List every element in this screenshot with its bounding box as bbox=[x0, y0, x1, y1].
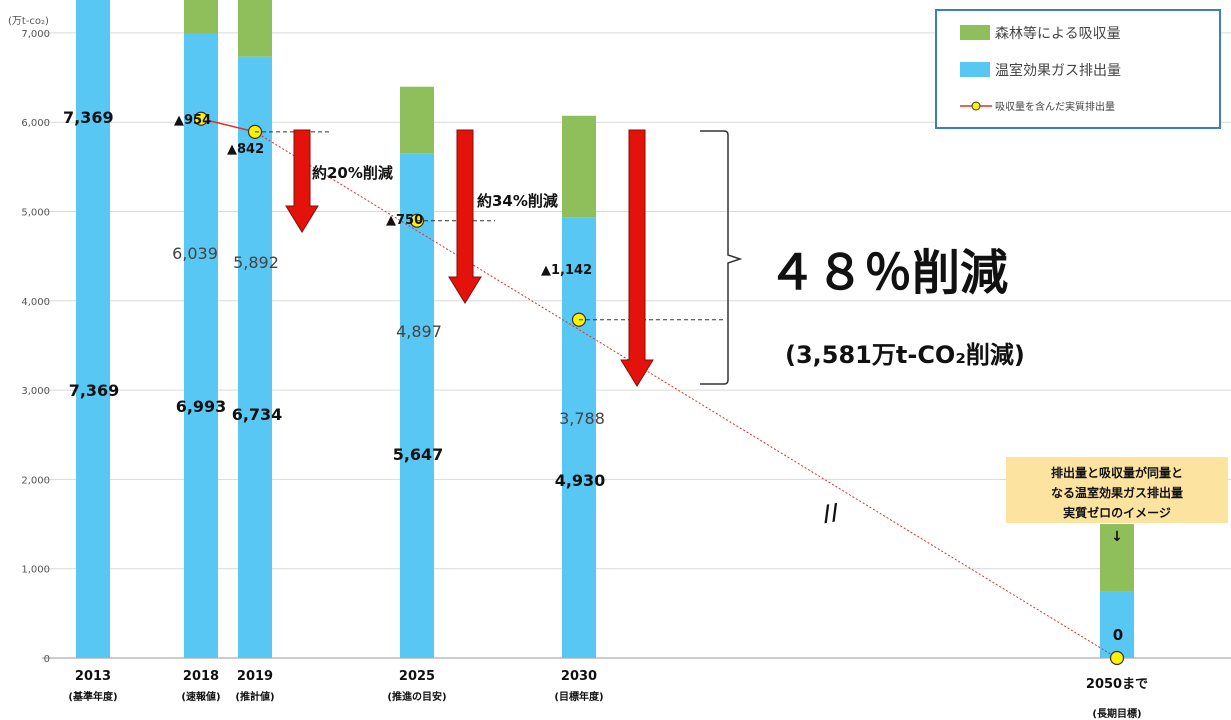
net-line-segment bbox=[200, 117, 256, 133]
x-sub-label: (目標年度) bbox=[554, 690, 603, 703]
absorption-value-label: ▲1,142 bbox=[541, 263, 592, 278]
emission-bar bbox=[562, 217, 596, 658]
emission-value-label: 6,993 bbox=[176, 397, 227, 416]
legend-label-net: 吸収量を含んだ実質排出量 bbox=[995, 100, 1115, 113]
emission-bar bbox=[76, 0, 110, 658]
x-sub-label: (長期目標) bbox=[1092, 707, 1141, 720]
x-year-label: 2025 bbox=[399, 669, 435, 684]
bars bbox=[76, 0, 1134, 659]
y-tick-label: 2,000 bbox=[21, 475, 50, 486]
x-year-label: 2013 bbox=[75, 669, 111, 684]
callout-text: 実質ゼロのイメージ bbox=[1063, 505, 1171, 520]
emission-value-label: 7,369 bbox=[69, 381, 120, 400]
absorption-bar bbox=[184, 0, 218, 34]
emission-bar bbox=[184, 33, 218, 659]
x-year-label: 2019 bbox=[237, 669, 273, 684]
emission-value-label: 6,734 bbox=[232, 405, 283, 424]
x-sub-label: (推進の目安) bbox=[387, 690, 446, 703]
reduction-arrow-34 bbox=[448, 129, 482, 304]
axis-break-mark: // bbox=[821, 500, 842, 528]
callout-text: なる温室効果ガス排出量 bbox=[1051, 485, 1183, 500]
y-tick-label: 0 bbox=[44, 654, 50, 665]
reduction-amount-label: (3,581万t-CO₂削減) bbox=[785, 341, 1025, 369]
absorption-bar bbox=[400, 86, 434, 154]
x-sub-label: (速報値) bbox=[181, 690, 220, 703]
absorption-bar bbox=[238, 0, 272, 57]
callout-box bbox=[1006, 457, 1228, 523]
data-labels: 7,369 6,993 6,734 5,647 4,930 0 7,369 ▲954 ▲842 ▲… bbox=[63, 108, 1123, 644]
y-tick-label: 4,000 bbox=[21, 297, 50, 308]
legend-swatch-emission bbox=[960, 62, 990, 77]
y-tick-label: 6,000 bbox=[21, 118, 50, 129]
callout-arrow: ↓ bbox=[1111, 529, 1123, 545]
x-year-label: 2050まで bbox=[1086, 677, 1148, 692]
absorption-bar bbox=[1100, 524, 1134, 592]
net-point bbox=[1109, 650, 1125, 666]
absorption-value-label: ▲750 bbox=[386, 213, 423, 228]
y-axis-unit: (万t-co₂) bbox=[8, 16, 49, 27]
y-tick-labels: 01,0002,0003,0004,0005,0006,0007,0008,00… bbox=[21, 29, 50, 665]
reduction-20-label: 約20%削減 bbox=[312, 164, 393, 182]
absorption-bar bbox=[562, 115, 596, 218]
net-point bbox=[193, 111, 209, 126]
absorption-value-label: ▲954 bbox=[174, 113, 211, 128]
legend-marker-net bbox=[971, 101, 981, 111]
y-tick-label: 7,000 bbox=[21, 29, 50, 40]
net-emission-line bbox=[193, 111, 1125, 666]
net-line-trend bbox=[254, 131, 1118, 659]
net-value-label: 6,039 bbox=[172, 244, 218, 263]
emission-value-label: 0 bbox=[1113, 626, 1123, 644]
x-year-label: 2030 bbox=[561, 669, 597, 684]
callout-text: 排出量と吸収量が同量と bbox=[1051, 465, 1183, 480]
absorption-value-label: ▲842 bbox=[227, 142, 264, 157]
emission-bar bbox=[400, 153, 434, 658]
x-year-label: 2018 bbox=[183, 669, 219, 684]
reduction-34-label: 約34%削減 bbox=[477, 192, 558, 210]
x-sub-label: (基準年度) bbox=[68, 690, 117, 703]
net-value-label: 4,897 bbox=[396, 322, 442, 341]
baseline-top-label: 7,369 bbox=[63, 108, 114, 127]
legend-label-emission: 温室効果ガス排出量 bbox=[995, 62, 1121, 79]
net-value-label: 5,892 bbox=[233, 253, 279, 272]
y-tick-label: 5,000 bbox=[21, 208, 50, 219]
legend-swatch-absorption bbox=[960, 25, 990, 40]
y-tick-label: 3,000 bbox=[21, 386, 50, 397]
net-value-label: 3,788 bbox=[559, 409, 605, 428]
reduction-bracket bbox=[700, 130, 743, 385]
reduction-arrow-48 bbox=[620, 129, 654, 387]
x-tick-labels: 2013 (基準年度) 2018 (速報値) 2019 (推計値) 2025 (推進の目安) 2… bbox=[68, 669, 1148, 720]
emission-bar bbox=[1100, 591, 1134, 658]
emission-value-label: 5,647 bbox=[393, 445, 444, 464]
legend-label-absorption: 森林等による吸収量 bbox=[995, 25, 1121, 42]
x-sub-label: (推計値) bbox=[235, 690, 274, 703]
emission-value-label: 4,930 bbox=[555, 471, 606, 490]
emission-bar bbox=[238, 56, 272, 658]
reduction-arrow-20 bbox=[285, 129, 319, 233]
reduction-48-label: ４８％削減 bbox=[768, 245, 1008, 301]
y-tick-label: 1,000 bbox=[21, 565, 50, 576]
